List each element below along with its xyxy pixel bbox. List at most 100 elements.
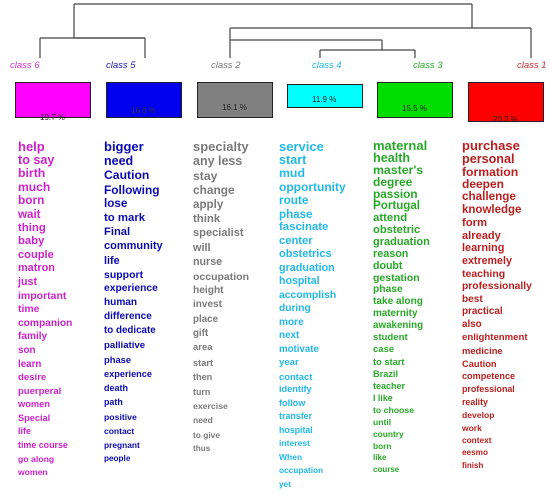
word-item: to mark <box>104 211 146 224</box>
word-item: start <box>193 357 214 368</box>
class-1-box: 20.2 % <box>468 82 544 124</box>
word-item: graduation <box>279 261 335 274</box>
dendro-mid-join <box>229 28 383 58</box>
word-item: Portugal <box>373 199 421 212</box>
word-item: go along <box>18 453 55 464</box>
word-item: opportunity <box>279 179 346 194</box>
word-item: like <box>373 453 387 462</box>
word-item: human <box>104 297 138 309</box>
word-item: turn <box>193 386 211 397</box>
word-item: take along <box>373 296 423 307</box>
word-item: positive <box>104 411 137 422</box>
class-1-percent: 20.2 % <box>493 115 518 124</box>
word-item: baby <box>18 235 45 248</box>
word-item: to start <box>373 357 405 367</box>
word-item: Caution <box>104 168 150 183</box>
word-item: develop <box>462 409 495 420</box>
word-item: gift <box>193 328 209 340</box>
word-item: women <box>18 399 51 410</box>
word-item: desire <box>18 372 47 384</box>
class-2-word-list: specialty any less stay change apply think spe… <box>193 139 250 457</box>
word-item: invest <box>193 299 222 311</box>
word-item: case <box>373 344 395 355</box>
class-3-word-list: maternal health master's degree passion Portu… <box>373 138 430 476</box>
word-item: maternal <box>373 138 428 153</box>
word-item: course <box>373 465 400 474</box>
word-item: hospital <box>279 424 313 435</box>
class-2-label: class 2 <box>211 60 241 71</box>
word-item: form <box>462 216 488 229</box>
word-item: learning <box>462 242 505 255</box>
word-item: best <box>462 293 483 305</box>
word-item: son <box>18 344 36 356</box>
word-item: country <box>373 429 404 439</box>
word-item: experience <box>104 369 153 379</box>
word-item: apply <box>193 197 224 211</box>
word-item: gestation <box>373 272 420 284</box>
word-item: lose <box>104 196 128 210</box>
class-2-percent: 16.1 % <box>222 103 247 112</box>
word-item: phase <box>279 207 313 221</box>
word-item: When <box>279 451 303 462</box>
dendro-left-link <box>73 4 145 39</box>
word-item: need <box>104 154 134 169</box>
word-item: phase <box>373 284 403 295</box>
word-item: Final <box>104 226 131 239</box>
word-item: pregnant <box>104 439 140 450</box>
word-item: life <box>18 426 32 437</box>
word-item: also <box>462 319 482 331</box>
word-item: hospital <box>279 275 320 287</box>
class-4-label: class 4 <box>312 60 342 71</box>
word-item: occupation <box>279 465 324 475</box>
dendro-pair-join <box>319 49 416 58</box>
word-item: center <box>279 234 313 247</box>
dendrogram <box>39 3 532 58</box>
class-6-word-list: help to say birth much born wait thing baby coup… <box>18 140 72 480</box>
word-item: any less <box>193 154 243 169</box>
word-item: interest <box>279 438 311 448</box>
word-item: yet <box>279 479 291 489</box>
word-item: Following <box>104 182 160 197</box>
word-item: work <box>462 422 482 433</box>
class-2-box: 16.1 % <box>197 82 273 118</box>
word-item: medicine <box>462 344 503 356</box>
word-item: experience <box>104 282 158 294</box>
word-item: need <box>193 415 213 426</box>
word-item: personal <box>462 151 515 166</box>
word-item: family <box>18 331 48 343</box>
word-item: to choose <box>373 405 415 415</box>
word-item: birth <box>18 166 46 181</box>
word-item: nurse <box>193 256 223 269</box>
word-item: until <box>373 417 392 427</box>
word-item: teaching <box>462 267 506 280</box>
word-item: transfer <box>279 411 313 421</box>
word-item: phase <box>104 353 132 365</box>
word-item: reason <box>373 248 409 260</box>
word-item: change <box>193 183 235 198</box>
word-item: much <box>18 179 51 194</box>
word-item: doubt <box>373 260 403 272</box>
word-item: enlightenment <box>462 331 528 343</box>
class-4-word-list: service start mud opportunity route phase fasc… <box>279 140 346 491</box>
word-item: master's <box>373 163 424 177</box>
word-item: year <box>279 357 299 368</box>
class-3-label: class 3 <box>413 60 443 71</box>
class-6-percent: 19.7 % <box>40 113 65 122</box>
word-item: identify <box>279 384 312 394</box>
word-item: context <box>462 435 492 446</box>
word-item: thus <box>193 444 211 454</box>
word-item: eesmo <box>462 448 488 458</box>
word-item: specialty <box>193 139 249 154</box>
word-item: contact <box>279 370 313 382</box>
word-item: to say <box>18 152 55 167</box>
word-item: community <box>104 240 163 253</box>
word-item: puerperal <box>18 385 62 397</box>
class-5-box: 16.6 % <box>106 82 182 118</box>
word-item: thing <box>18 221 46 234</box>
word-item: occupation <box>193 270 250 283</box>
word-item: during <box>279 303 311 314</box>
word-item: time <box>18 304 40 316</box>
class-5-word-list: bigger need Caution Following lose to mark Fin… <box>104 139 163 466</box>
word-item: mud <box>279 166 305 180</box>
word-item: death <box>104 383 129 394</box>
